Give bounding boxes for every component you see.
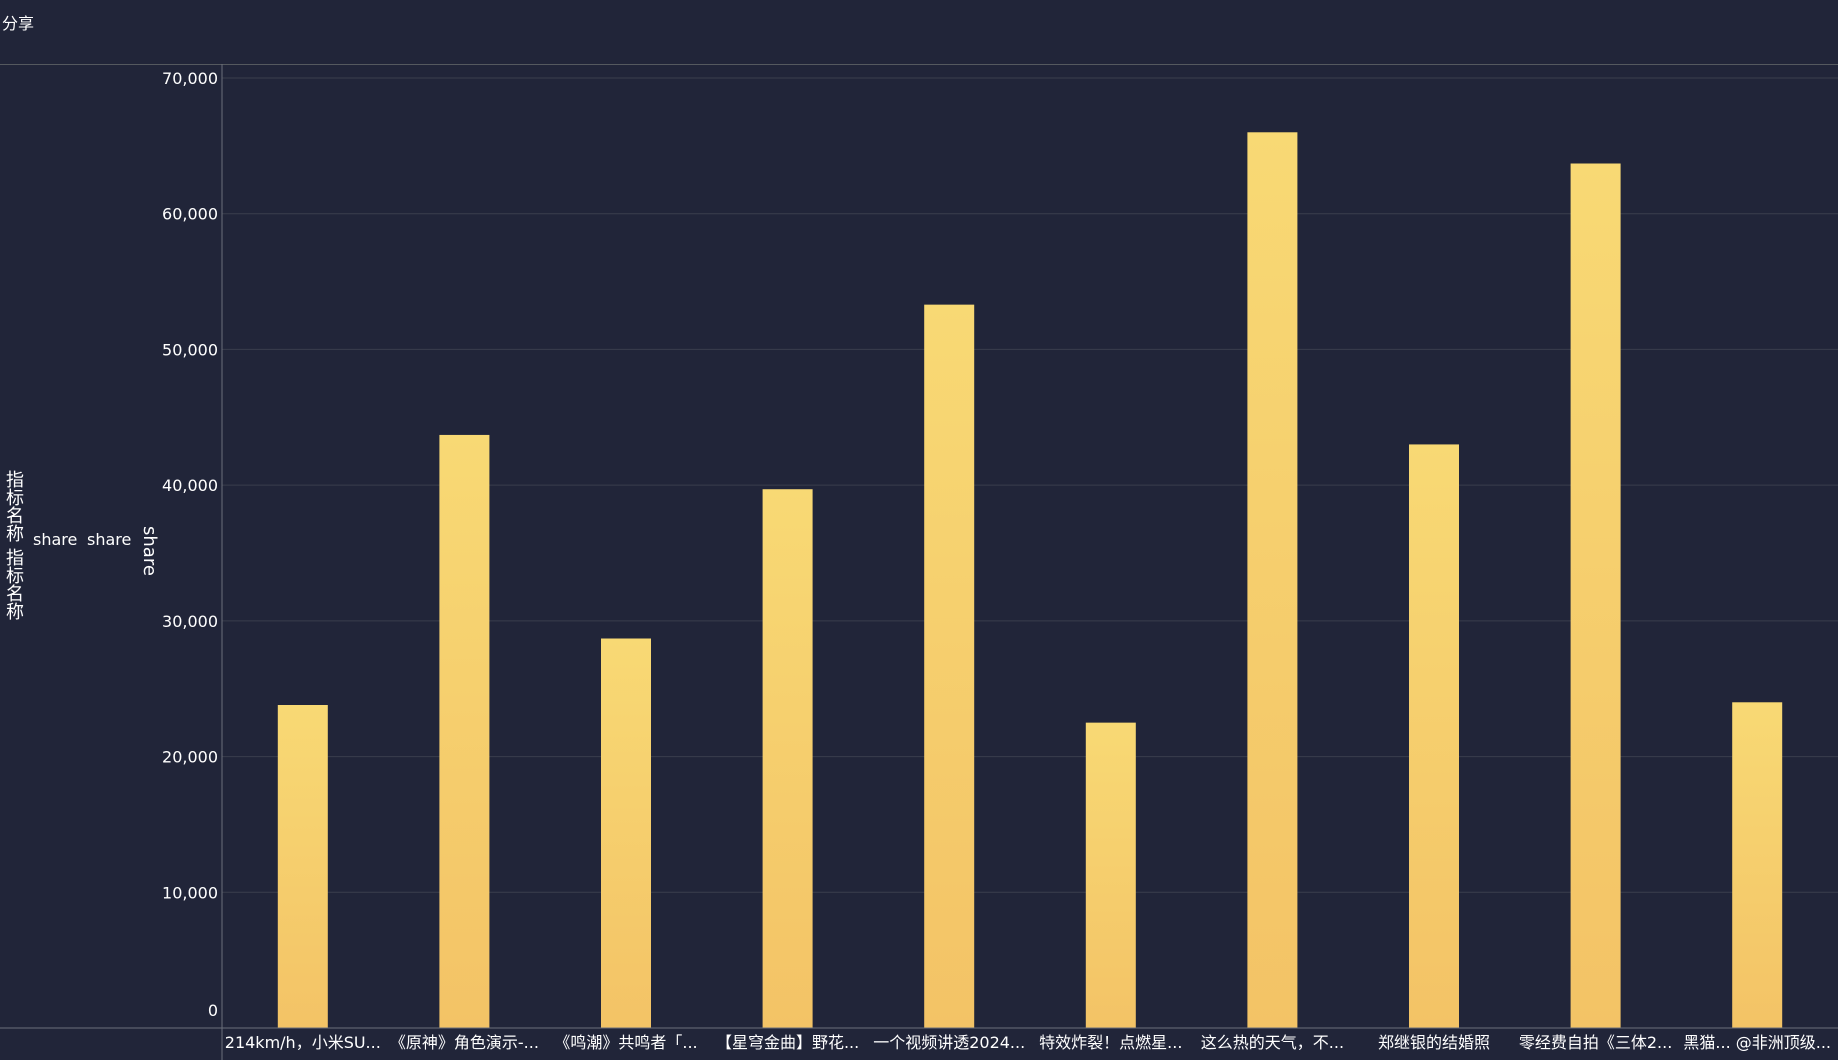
tick-labels: 0 10,000 20,000 30,000 40,000 50,000 60,000 70,… [162, 69, 1831, 1052]
y-tick-label: 40,000 [162, 476, 218, 495]
axes [0, 64, 1838, 1060]
share-label-1: share [33, 530, 78, 549]
y-tick-label: 70,000 [162, 69, 218, 88]
y-axis-title: share [139, 526, 160, 576]
y-tick-label: 60,000 [162, 205, 218, 224]
x-tick-label: 零经费自拍《三体2... [1519, 1033, 1672, 1052]
bar [277, 705, 328, 1028]
bars [277, 132, 1783, 1029]
bar [439, 434, 490, 1028]
x-tick-label: 黑猫... @非洲顶级... [1683, 1033, 1831, 1052]
y-tick-label: 10,000 [162, 883, 218, 902]
metric-name-label-2: 指标名称 [3, 548, 24, 620]
bar [1409, 444, 1459, 1028]
y-tick-label: 50,000 [162, 340, 218, 359]
bar [762, 489, 813, 1028]
x-tick-label: 【星穹金曲】野花... [716, 1033, 859, 1052]
x-tick-label: 214km/h，小米SU... [225, 1033, 381, 1052]
page-title: 分享 [2, 14, 35, 33]
bar [1247, 132, 1298, 1029]
share-label-2: share [87, 530, 132, 549]
gridlines [222, 77, 1838, 893]
y-tick-label: 0 [208, 1001, 218, 1020]
bar [601, 638, 651, 1028]
x-tick-label: 《原神》角色演示-... [390, 1033, 539, 1052]
x-tick-label: 《鸣潮》共鸣者「... [554, 1033, 697, 1052]
x-tick-label: 特效炸裂！点燃星... [1039, 1033, 1182, 1052]
x-tick-label: 郑继银的结婚照 [1378, 1033, 1490, 1052]
y-tick-label: 20,000 [162, 748, 218, 767]
x-tick-label: 一个视频讲透2024... [873, 1033, 1025, 1052]
bar [924, 304, 975, 1029]
bar [1732, 702, 1783, 1028]
bar [1085, 722, 1136, 1028]
y-tick-label: 30,000 [162, 612, 218, 631]
header-divider [0, 64, 1838, 65]
x-tick-label: 这么热的天气，不... [1201, 1033, 1344, 1052]
bar [1570, 163, 1621, 1028]
metric-name-label-1: 指标名称 [3, 470, 24, 542]
